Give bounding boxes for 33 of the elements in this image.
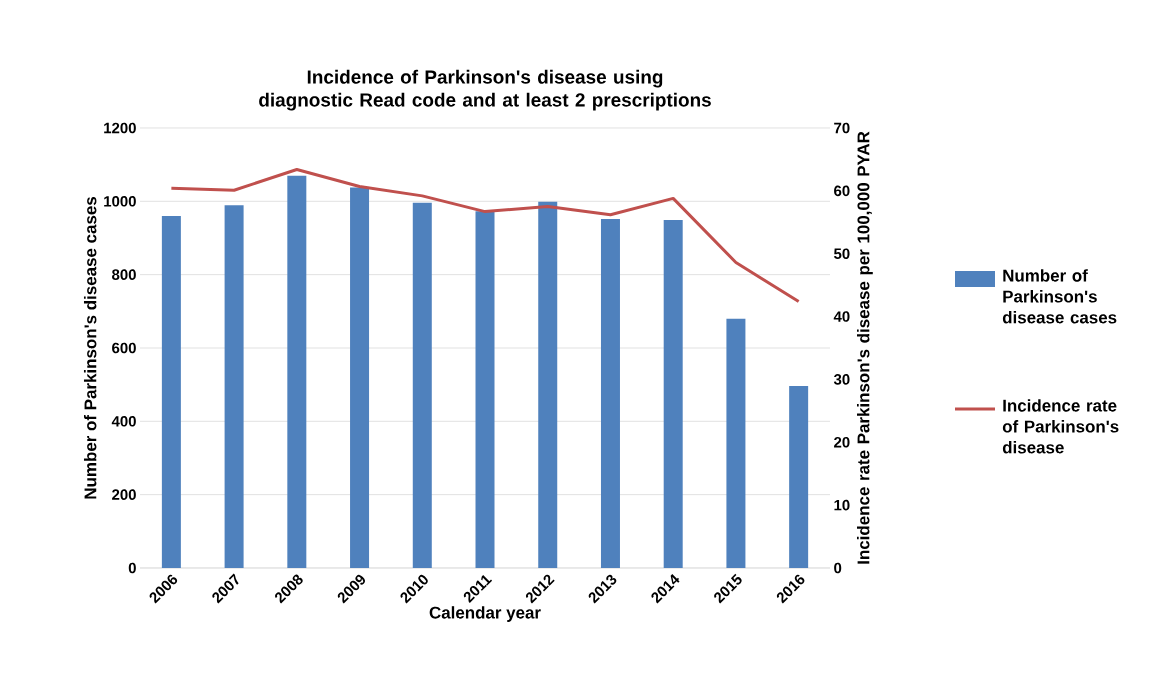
y-tick-label: 1200 [104,122,136,134]
bar [224,205,244,568]
bar [475,211,495,568]
y-tick-label: 600 [112,342,136,354]
x-axis-title: Calendar year [429,606,541,622]
y-tick-label: 1000 [104,196,136,207]
bar [287,175,307,568]
bar [538,201,558,568]
bar [789,386,809,568]
y2-tick-label: 30 [833,374,850,385]
y2-axis-title: Incidence rate Parkinson's disease per 100,000 PYAR [857,131,873,564]
y2-tick-label: 60 [834,185,850,197]
legend-label: Number of Parkinson's disease cases [1002,269,1117,324]
line-series [169,167,801,303]
bar [412,202,432,568]
y2-tick-label: 40 [833,311,850,322]
bar [350,187,370,568]
legend-label: Incidence rate of Parkinson's disease [1002,399,1119,454]
y2-tick-label: 50 [833,248,850,259]
y-axis-title: Number of Parkinson's disease cases [83,197,97,499]
y-tick-label: 0 [128,562,136,574]
y2-tick-label: 10 [834,499,850,511]
y-tick-label: 200 [112,489,136,500]
y2-tick-label: 0 [834,562,842,574]
bar [600,218,620,568]
bar [726,318,746,568]
chart-title: Incidence of Parkinson's disease using diagnostic Read code and at least 2 prescriptions [259,69,711,111]
bar [663,220,683,568]
y2-tick-label: 20 [834,436,850,448]
y-tick-label: 800 [112,269,136,280]
y-tick-label: 400 [111,416,136,427]
bar [161,215,181,568]
y2-tick-label: 70 [834,122,850,134]
